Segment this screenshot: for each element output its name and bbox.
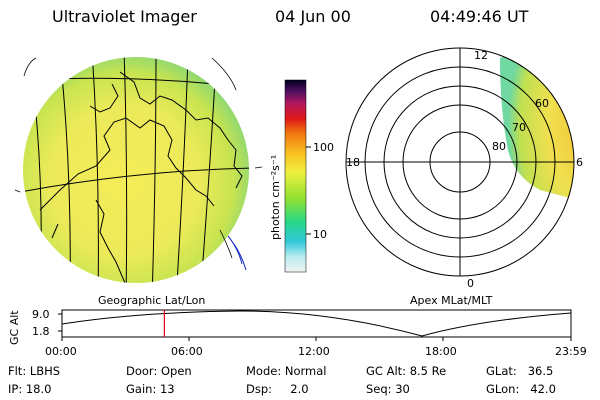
status-gc-alt: GC Alt: 8.5 Re: [366, 364, 447, 378]
status-glon: GLon: 42.0: [486, 382, 556, 396]
earth-image: [14, 57, 263, 283]
status-door: Door: Open: [126, 364, 192, 378]
status-glat: GLat: 36.5: [486, 364, 554, 378]
altitude-xtick-3: 18:00: [425, 345, 457, 358]
status-dsp: Dsp: 2.0: [246, 382, 309, 396]
altitude-ytick-high: 9.0: [32, 308, 50, 321]
colorbar-tick-10: 10: [313, 228, 327, 241]
mlat-label-70: 70: [512, 121, 526, 134]
status-mode: Mode: Normal: [246, 364, 327, 378]
mlt-label-18: 18: [346, 156, 360, 169]
mlat-label-60: 60: [535, 97, 549, 110]
colorbar-unit-label: photon cm⁻²s⁻¹: [269, 154, 282, 240]
date-label: 04 Jun 00: [275, 7, 351, 26]
mlt-label-6: 6: [576, 156, 583, 169]
mlt-label-12: 12: [474, 49, 488, 62]
polar-plot: [345, 47, 575, 277]
altitude-xtick-2: 12:00: [298, 345, 330, 358]
colorbar-tick-100: 100: [313, 141, 334, 154]
altitude-xtick-1: 06:00: [171, 345, 203, 358]
mlt-label-0: 0: [467, 277, 474, 290]
status-seq: Seq: 30: [366, 382, 410, 396]
instrument-title: Ultraviolet Imager: [52, 7, 197, 26]
geo-panel-label: Geographic Lat/Lon: [98, 294, 206, 307]
status-filter: Flt: LBHS: [8, 364, 61, 378]
status-gain: Gain: 13: [126, 382, 175, 396]
color-scale-bar: [284, 79, 311, 273]
polar-panel-label: Apex MLat/MLT: [410, 294, 493, 307]
time-label: 04:49:46 UT: [430, 7, 529, 26]
altitude-plot: [58, 309, 572, 341]
altitude-ylabel: GC Alt: [8, 310, 21, 345]
altitude-ytick-low: 1.8: [32, 325, 50, 338]
altitude-xtick-4: 23:59: [555, 345, 587, 358]
status-ip: IP: 18.0: [8, 382, 52, 396]
altitude-xtick-0: 00:00: [45, 345, 77, 358]
mlat-label-80: 80: [492, 140, 506, 153]
